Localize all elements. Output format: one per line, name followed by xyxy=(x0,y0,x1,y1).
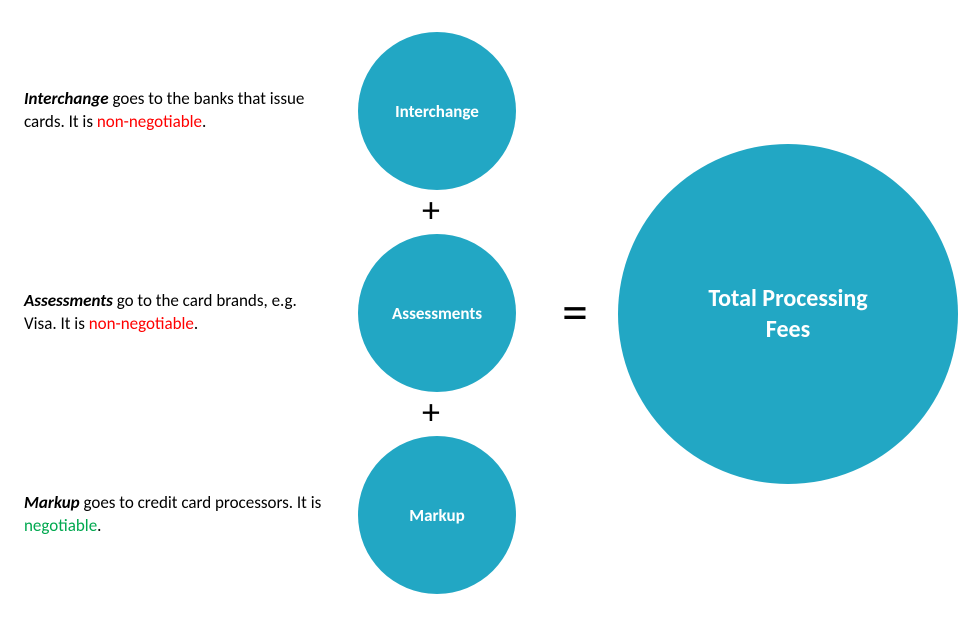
desc-interchange-suffix: . xyxy=(202,111,206,132)
circle-markup: Markup xyxy=(358,436,516,594)
desc-markup-status: negotiable xyxy=(24,515,97,536)
circle-total-label: Total Processing Fees xyxy=(708,283,867,345)
desc-assessments-status: non-negotiable xyxy=(89,313,194,334)
desc-assessments-keyword: Assessments xyxy=(24,290,113,311)
desc-markup-suffix: . xyxy=(97,515,101,536)
desc-assessments: Assessments go to the card brands, e.g. … xyxy=(24,290,324,336)
circle-assessments: Assessments xyxy=(358,234,516,392)
desc-assessments-suffix: . xyxy=(194,313,198,334)
equals-icon: = xyxy=(562,286,588,338)
desc-markup-body: goes to credit card processors. It is xyxy=(80,492,322,513)
desc-markup-keyword: Markup xyxy=(24,492,80,513)
desc-interchange-keyword: Interchange xyxy=(24,88,109,109)
circle-markup-label: Markup xyxy=(409,505,465,526)
plus-icon-2: + xyxy=(422,394,440,430)
desc-interchange: Interchange goes to the banks that issue… xyxy=(24,88,324,134)
circle-total-label-line2: Fees xyxy=(766,315,810,344)
circle-interchange-label: Interchange xyxy=(395,101,479,122)
desc-markup: Markup goes to credit card processors. I… xyxy=(24,492,324,538)
circle-interchange: Interchange xyxy=(358,32,516,190)
plus-icon-1: + xyxy=(422,192,440,228)
circle-assessments-label: Assessments xyxy=(392,303,482,324)
circle-total: Total Processing Fees xyxy=(618,144,958,484)
circle-total-label-line1: Total Processing xyxy=(708,284,867,313)
desc-interchange-status: non-negotiable xyxy=(97,111,202,132)
